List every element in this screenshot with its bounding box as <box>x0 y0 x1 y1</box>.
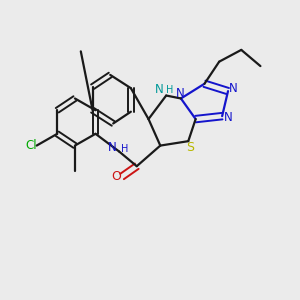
Text: H: H <box>121 144 128 154</box>
Text: Cl: Cl <box>25 139 37 152</box>
Text: N: N <box>176 87 185 100</box>
Text: N: N <box>224 111 233 124</box>
Text: O: O <box>111 170 121 183</box>
Text: N: N <box>108 141 117 154</box>
Text: N: N <box>155 83 164 96</box>
Text: N: N <box>229 82 238 95</box>
Text: H: H <box>166 85 173 94</box>
Text: S: S <box>186 141 194 154</box>
